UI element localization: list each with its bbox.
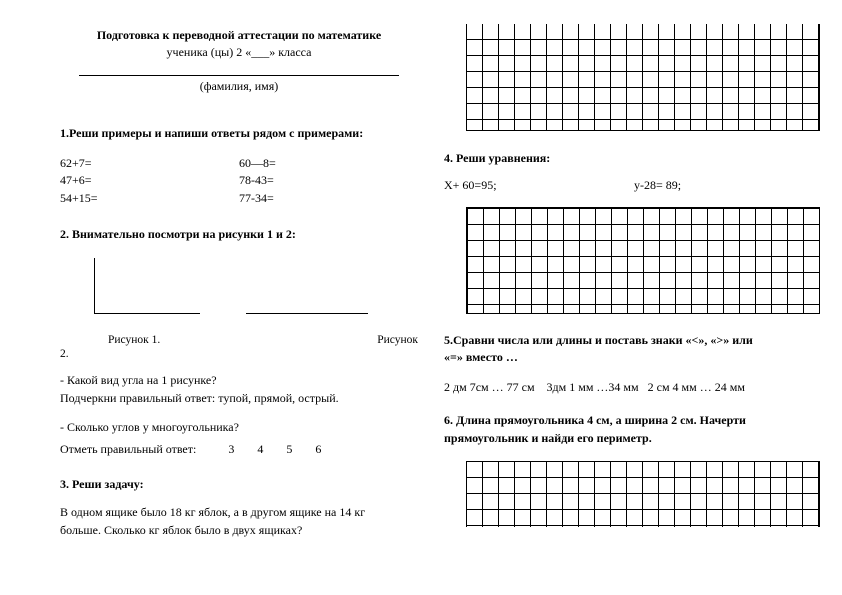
answer-grid-task4[interactable] xyxy=(466,207,820,314)
option-3[interactable]: 3 xyxy=(218,442,244,457)
task1-title: 1.Реши примеры и напиши ответы рядом с п… xyxy=(60,126,418,141)
task5-row[interactable]: 2 дм 7см … 77 см 3дм 1 мм …34 мм 2 см 4 … xyxy=(444,379,820,396)
answer-grid-task3[interactable] xyxy=(466,24,820,131)
task3-line1: В одном ящике было 18 кг яблок, а в друг… xyxy=(60,504,418,521)
figure-1-label: Рисунок 1. xyxy=(108,334,160,346)
answer-grid-task6[interactable] xyxy=(466,461,820,527)
task1-col1[interactable]: 62+7= 47+6= 54+15= xyxy=(60,155,239,207)
figure-2-line xyxy=(246,313,368,314)
header-subtitle: ученика (цы) 2 «___» класса xyxy=(60,45,418,60)
task1-examples: 62+7= 47+6= 54+15= 60—8= 78-43= 77-34= xyxy=(60,155,418,207)
task5-title-l1: 5.Сравни числа или длины и поставь знаки… xyxy=(444,332,820,349)
task5-title-l2: «=» вместо … xyxy=(444,349,820,366)
example-item: 60—8= xyxy=(239,155,418,172)
figure-2-label: Рисунок xyxy=(377,334,418,346)
option-6[interactable]: 6 xyxy=(305,442,331,457)
task4-equations[interactable]: X+ 60=95; у-28= 89; xyxy=(444,178,820,193)
task2-q2-label: Отметь правильный ответ: xyxy=(60,442,196,457)
header-fio-label: (фамилия, имя) xyxy=(60,79,418,94)
right-column: 4. Реши уравнения: X+ 60=95; у-28= 89; 5… xyxy=(440,24,820,585)
figure-1-right-angle xyxy=(94,258,200,314)
example-item: 77-34= xyxy=(239,190,418,207)
figure-2-label-cont: 2. xyxy=(60,348,418,360)
equation-1: X+ 60=95; xyxy=(444,178,634,193)
task2-q2-answers[interactable]: Отметь правильный ответ: 3 4 5 6 xyxy=(60,442,418,457)
header-block: Подготовка к переводной аттестации по ма… xyxy=(60,28,418,94)
example-item: 78-43= xyxy=(239,172,418,189)
task1-col2[interactable]: 60—8= 78-43= 77-34= xyxy=(239,155,418,207)
worksheet-page: Подготовка к переводной аттестации по ма… xyxy=(0,0,842,595)
example-item: 54+15= xyxy=(60,190,239,207)
task4-title: 4. Реши уравнения: xyxy=(444,151,550,165)
task6-line2: прямоугольник и найди его периметр. xyxy=(444,430,820,447)
example-item: 47+6= xyxy=(60,172,239,189)
student-name-line[interactable] xyxy=(79,62,399,76)
task2-q1-line1: - Какой вид угла на 1 рисунке? xyxy=(60,372,418,389)
equation-2: у-28= 89; xyxy=(634,178,681,193)
left-column: Подготовка к переводной аттестации по ма… xyxy=(60,24,440,585)
figure-labels-row: Рисунок 1. Рисунок xyxy=(60,334,418,346)
task3-line2: больше. Сколько кг яблок было в двух ящи… xyxy=(60,522,418,539)
task2-q2-line1: - Сколько углов у многоугольника? xyxy=(60,419,418,436)
task3-title: 3. Реши задачу: xyxy=(60,477,418,492)
task2-q2-options[interactable]: 3 4 5 6 xyxy=(218,442,331,457)
option-5[interactable]: 5 xyxy=(276,442,302,457)
task6-line1: 6. Длина прямоугольника 4 см, а ширина 2… xyxy=(444,412,820,429)
task2-title: 2. Внимательно посмотри на рисунки 1 и 2… xyxy=(60,227,418,242)
example-item: 62+7= xyxy=(60,155,239,172)
header-title: Подготовка к переводной аттестации по ма… xyxy=(60,28,418,43)
task2-figures xyxy=(94,258,418,314)
task2-q1-line2[interactable]: Подчеркни правильный ответ: тупой, прямо… xyxy=(60,390,418,407)
option-4[interactable]: 4 xyxy=(247,442,273,457)
